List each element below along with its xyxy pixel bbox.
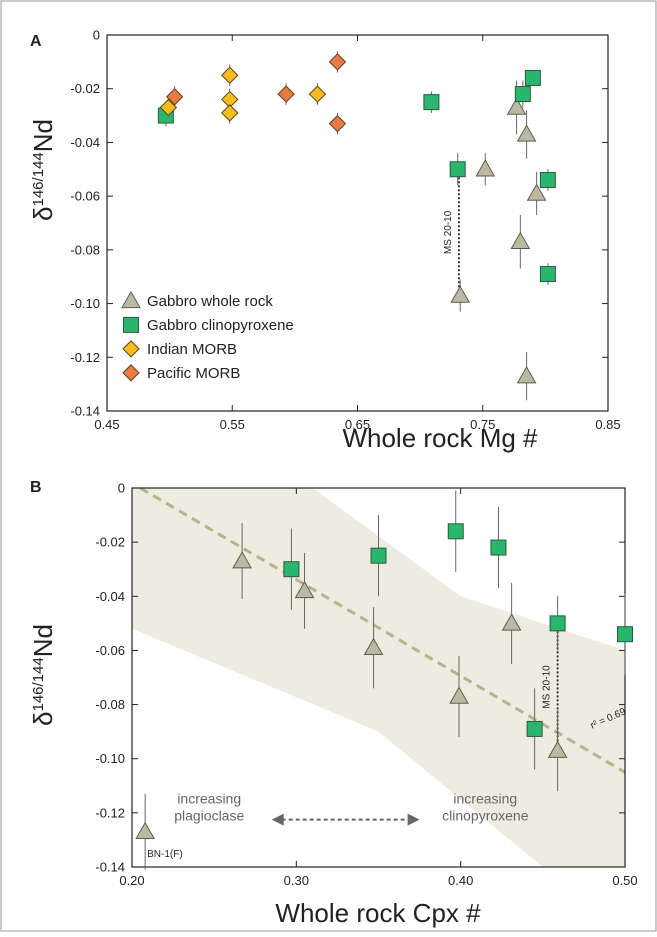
- y-tick-label: -0.14: [95, 860, 125, 875]
- legend-label: Gabbro whole rock: [147, 293, 273, 310]
- panel-a: A 0.45 0.55 0.65 0.75 0.85 0 -0.02 -0.04 -0.06 -0…: [28, 28, 621, 454]
- data-point: [135, 821, 156, 840]
- y-tick-label: -0.02: [95, 535, 125, 550]
- x-tick-label: 0.30: [284, 873, 309, 888]
- annotation-label: MS 20-10: [443, 210, 454, 254]
- y-tick-label: 0: [118, 481, 125, 496]
- legend-marker: [123, 316, 139, 333]
- regression-line: [139, 486, 626, 774]
- y-tick-label: -0.06: [95, 643, 125, 658]
- y-tick-label: -0.08: [70, 242, 100, 257]
- legend-marker: [122, 364, 140, 382]
- y-tick-label: -0.02: [70, 81, 100, 96]
- data-point: [539, 266, 556, 283]
- x-tick-label: 0.20: [119, 873, 144, 888]
- x-tick-label: 0.65: [345, 417, 370, 432]
- data-point: [516, 366, 537, 384]
- data-point: [447, 523, 464, 540]
- y-tick-label: -0.12: [95, 805, 125, 820]
- y-tick-label: -0.04: [95, 589, 125, 604]
- x-tick-label: 0.40: [448, 873, 473, 888]
- legend-label: Gabbro clinopyroxene: [147, 317, 294, 334]
- x-tick-label: 0.55: [220, 417, 245, 432]
- data-point: [423, 94, 440, 111]
- data-point: [526, 183, 547, 201]
- legend-label: Pacific MORB: [147, 365, 240, 382]
- data-point: [549, 615, 566, 632]
- arrow-right-label: clinopyroxene: [442, 807, 529, 823]
- data-point: [232, 551, 252, 569]
- data-point: [294, 580, 315, 599]
- panel-a-y-axis-title: δ146/144Nd: [28, 119, 58, 221]
- data-point: [490, 539, 507, 556]
- confidence-band: [132, 488, 625, 867]
- arrow-left-label: increasing: [177, 790, 241, 806]
- data-point: [363, 637, 384, 655]
- data-point: [308, 85, 327, 103]
- data-point: [516, 124, 537, 142]
- data-point: [514, 86, 531, 103]
- y-tick-label: -0.12: [70, 350, 100, 365]
- y-tick-label: -0.06: [70, 189, 100, 204]
- legend-marker: [121, 290, 141, 309]
- data-point: [501, 613, 522, 631]
- arrow-head-left: [271, 813, 284, 826]
- arrow-left-label: plagioclase: [174, 807, 244, 823]
- panel-a-plot-area: 0.45 0.55 0.65 0.75 0.85 0 -0.02 -0.04 -0.06 -0.0…: [70, 28, 620, 433]
- data-point: [449, 161, 466, 178]
- legend-marker: [122, 340, 140, 358]
- data-point: [221, 104, 239, 122]
- annotation-label: BN-1(F): [147, 849, 183, 860]
- data-point: [283, 561, 300, 578]
- y-tick-label: -0.04: [70, 135, 100, 150]
- legend-label: Indian MORB: [147, 341, 237, 358]
- data-point: [547, 740, 568, 758]
- panel-b-letter: B: [30, 479, 42, 496]
- data-point: [524, 69, 541, 86]
- arrow-right-label: increasing: [453, 790, 517, 806]
- data-point: [526, 720, 543, 737]
- arrow-head-right: [407, 813, 420, 826]
- data-point: [510, 231, 531, 250]
- x-tick-label: 0.85: [595, 417, 620, 432]
- y-tick-label: -0.14: [70, 404, 100, 419]
- data-point: [277, 85, 295, 103]
- data-point: [159, 98, 178, 117]
- data-point: [506, 97, 527, 115]
- panel-b-x-axis-title: Whole rock Cpx #: [275, 898, 481, 928]
- data-point: [328, 53, 347, 71]
- data-point: [370, 547, 387, 564]
- annotation-label: MS 20-10: [542, 665, 553, 709]
- panel-a-letter: A: [30, 33, 42, 50]
- panel-a-x-axis-title: Whole rock Mg #: [342, 423, 538, 453]
- x-tick-label: 0.75: [470, 417, 495, 432]
- data-point: [539, 172, 556, 189]
- y-tick-label: -0.10: [95, 751, 125, 766]
- x-tick-label: 0.50: [612, 873, 637, 888]
- panel-b: B 0.20 0.30 0.40 0.50 0 -0.02 -0.04 -0.06 -0.08 -…: [28, 479, 638, 928]
- y-tick-label: -0.10: [70, 296, 100, 311]
- panel-b-plot-area: 0.20 0.30 0.40 0.50 0 -0.02 -0.04 -0.06 -0.08 -0.…: [95, 481, 637, 889]
- data-point: [449, 686, 469, 704]
- data-point: [450, 285, 471, 303]
- data-point: [475, 159, 496, 177]
- plot-frame: [131, 487, 626, 868]
- data-point: [165, 88, 184, 106]
- data-point: [617, 626, 633, 643]
- data-point: [328, 114, 347, 133]
- data-point: [221, 66, 239, 84]
- y-tick-label: 0: [93, 28, 100, 43]
- y-tick-label: -0.08: [95, 697, 125, 712]
- x-tick-label: 0.45: [94, 417, 119, 432]
